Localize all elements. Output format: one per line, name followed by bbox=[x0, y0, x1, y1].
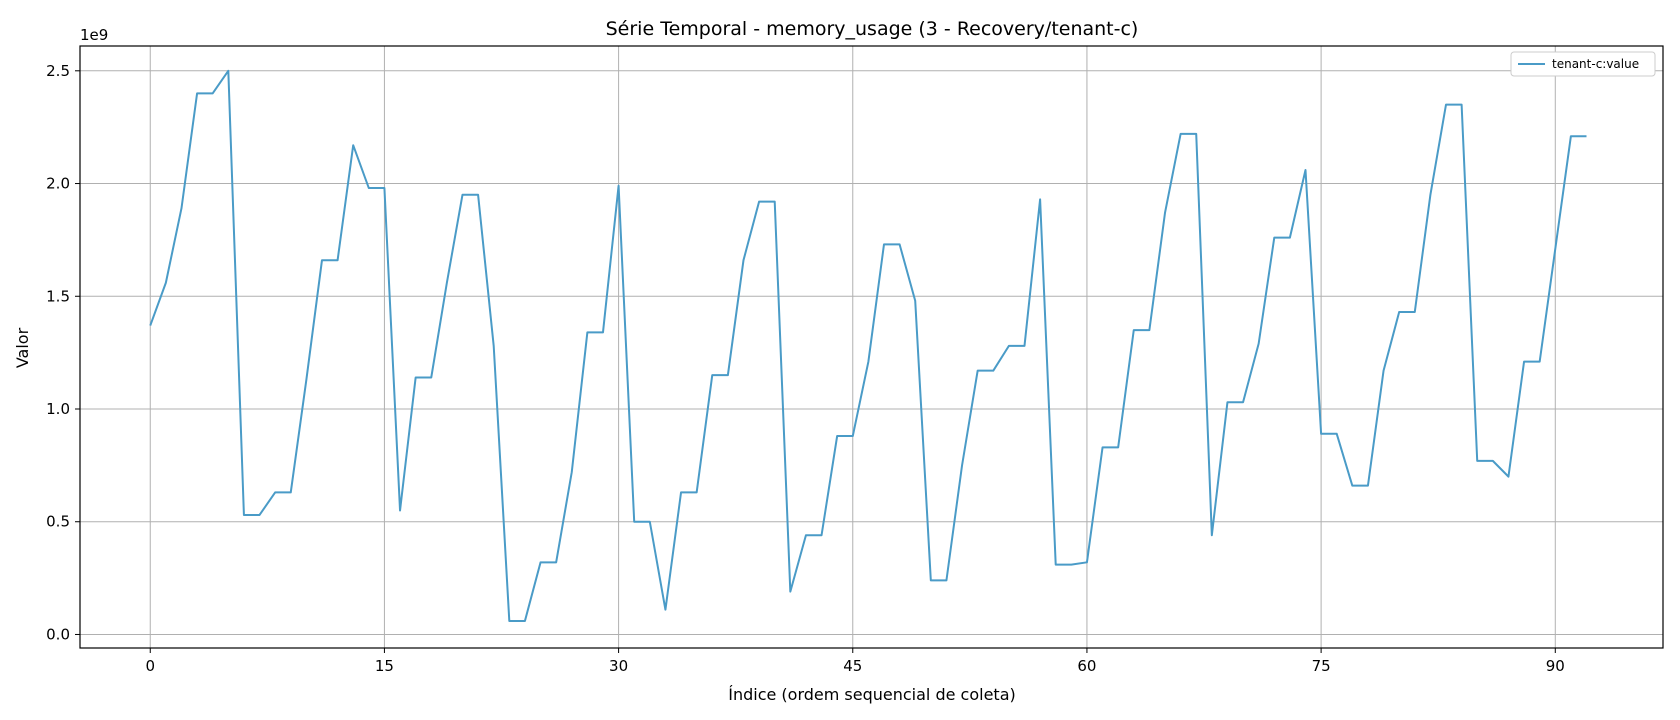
y-tick-label: 2.0 bbox=[46, 175, 70, 193]
legend-box bbox=[1510, 51, 1656, 77]
legend: tenant-c:value bbox=[1510, 51, 1656, 77]
x-tick-label: 90 bbox=[1546, 657, 1565, 675]
x-tick-label: 15 bbox=[375, 657, 394, 675]
series-layer bbox=[149, 69, 1587, 622]
y-tick-label: 1.5 bbox=[46, 287, 70, 305]
y-tick-label: 0.5 bbox=[46, 513, 70, 531]
x-tick-label: 0 bbox=[145, 657, 155, 675]
ticks: 0 15 30 45 60 75 90 0.0 0.5 1.0 1.5 2.0 2.5 bbox=[46, 62, 1565, 675]
chart-title: Série Temporal - memory_usage (3 - Recov… bbox=[606, 18, 1139, 40]
series-line bbox=[149, 69, 1587, 622]
x-tick-label: 60 bbox=[1077, 657, 1096, 675]
plot-frame bbox=[79, 45, 1664, 649]
x-tick-label: 75 bbox=[1312, 657, 1331, 675]
legend-label: tenant-c:value bbox=[1552, 57, 1639, 71]
y-axis-offset-label: 1e9 bbox=[80, 26, 108, 44]
x-tick-label: 30 bbox=[609, 657, 628, 675]
grid bbox=[80, 46, 1663, 648]
y-tick-label: 2.5 bbox=[46, 62, 70, 80]
y-tick-label: 1.0 bbox=[46, 400, 70, 418]
x-axis-label: Índice (ordem sequencial de coleta) bbox=[728, 685, 1016, 704]
x-tick-label: 45 bbox=[843, 657, 862, 675]
y-tick-label: 0.0 bbox=[46, 625, 70, 643]
y-axis-label: Valor bbox=[13, 327, 32, 368]
